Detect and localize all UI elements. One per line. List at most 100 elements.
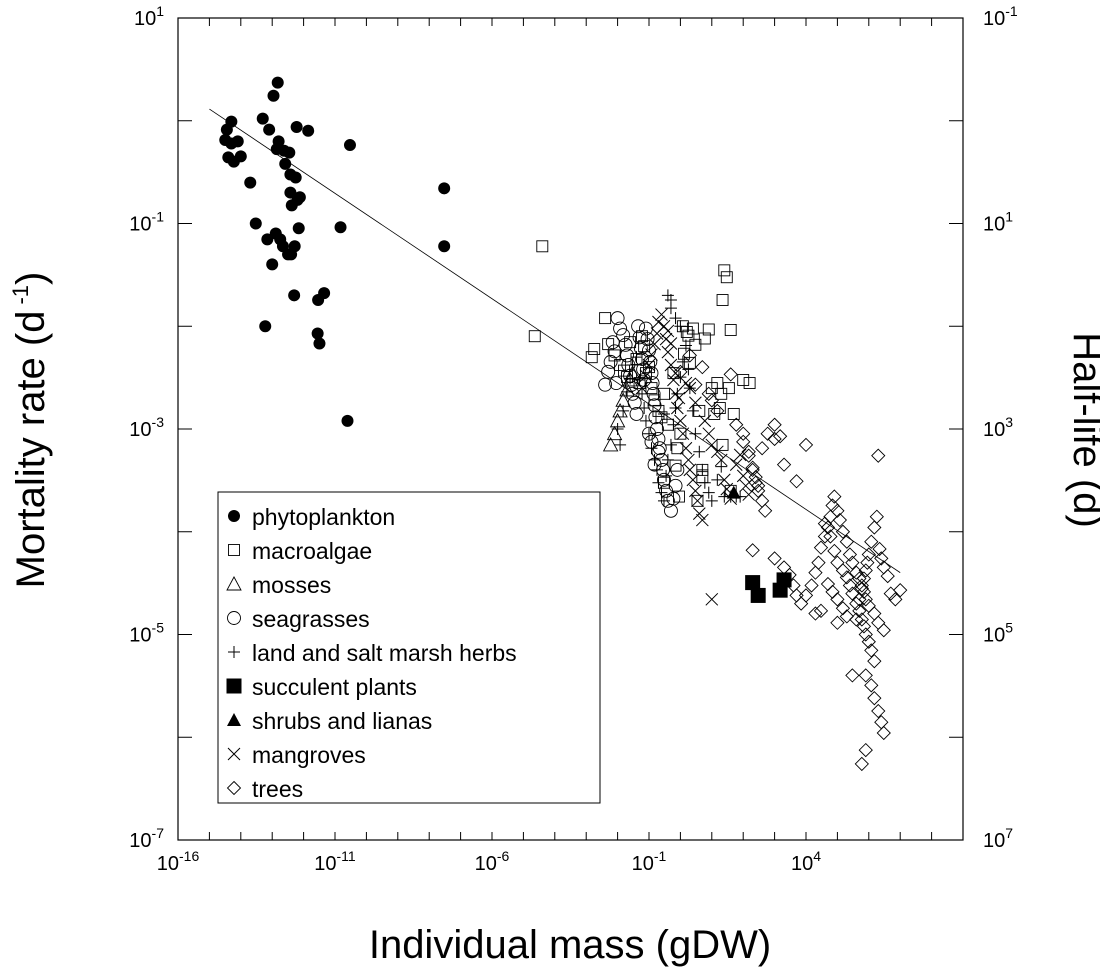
data-point <box>813 540 829 555</box>
data-point <box>858 668 873 683</box>
legend-item: land and salt marsh herbs <box>228 640 517 666</box>
data-point <box>720 271 733 284</box>
data-point <box>682 329 695 342</box>
data-point <box>733 448 747 462</box>
series-phytoplankton <box>219 76 451 427</box>
data-point <box>601 364 616 379</box>
data-point <box>711 473 724 486</box>
data-point <box>776 560 792 575</box>
data-point <box>825 584 840 599</box>
data-point <box>647 398 662 413</box>
data-point <box>754 441 770 456</box>
data-point <box>610 311 625 326</box>
data-point <box>614 438 627 451</box>
data-point <box>682 348 697 363</box>
regression-line <box>209 108 901 573</box>
data-point <box>657 472 671 487</box>
data-point <box>660 469 673 482</box>
data-point <box>701 386 716 401</box>
legend-label: trees <box>252 776 303 802</box>
data-point <box>852 603 867 618</box>
data-point <box>737 374 750 386</box>
data-point <box>302 124 315 137</box>
data-point <box>288 289 301 302</box>
data-point <box>876 725 891 741</box>
data-point <box>845 668 860 683</box>
data-point <box>727 408 740 420</box>
data-point <box>626 358 639 371</box>
y-axis-title-sup: -1 <box>8 285 33 305</box>
data-point <box>808 565 823 580</box>
data-point <box>588 343 601 355</box>
data-point <box>693 445 706 458</box>
data-point <box>244 176 257 189</box>
y-tick-label: 10-3 <box>129 414 164 441</box>
data-point <box>670 462 685 477</box>
legend-label: mangroves <box>252 742 366 768</box>
legend-label: seagrasses <box>252 606 370 632</box>
data-point <box>611 423 624 435</box>
data-point <box>283 146 296 159</box>
data-point <box>858 742 873 758</box>
data-point <box>874 551 889 566</box>
data-point <box>635 381 649 395</box>
data-point <box>671 387 684 400</box>
data-point <box>222 151 235 164</box>
tick-labels: 10-16 10-11 10-6 10-1 104 101 10-1 10-3 10-5 10-7… <box>129 3 1018 875</box>
data-point <box>861 634 876 649</box>
data-point <box>263 123 276 136</box>
data-point <box>716 438 729 451</box>
data-point <box>856 619 872 634</box>
data-point <box>729 417 744 432</box>
data-point <box>664 358 678 372</box>
data-point <box>835 601 851 616</box>
x-tick-label: 10-6 <box>475 848 510 875</box>
y2-tick-label: 101 <box>983 209 1013 236</box>
data-point <box>849 596 864 611</box>
data-point <box>334 221 347 234</box>
data-point <box>659 483 674 498</box>
series-seagrasses <box>598 311 685 518</box>
data-point <box>874 715 889 730</box>
data-point <box>729 458 743 471</box>
data-point <box>652 476 665 489</box>
data-point <box>798 437 814 453</box>
data-point <box>636 362 651 377</box>
data-point <box>664 438 677 451</box>
data-point <box>867 691 882 706</box>
data-point <box>772 429 788 444</box>
data-point <box>827 543 842 559</box>
x-tick-label: 104 <box>791 848 821 875</box>
data-point <box>820 576 836 592</box>
data-point <box>669 402 682 415</box>
data-point <box>599 312 612 325</box>
data-point <box>271 76 284 89</box>
data-point <box>856 584 872 599</box>
data-point <box>710 445 724 459</box>
data-point <box>858 627 873 642</box>
data-point <box>888 592 903 607</box>
data-point <box>613 321 628 336</box>
data-point <box>689 427 702 440</box>
data-point <box>648 337 661 351</box>
data-point <box>438 182 451 195</box>
data-point <box>692 507 706 521</box>
data-point <box>702 427 716 441</box>
legend-label: shrubs and lianas <box>252 708 432 734</box>
data-point <box>636 387 649 400</box>
data-point <box>861 547 876 562</box>
data-point <box>683 356 696 369</box>
legend-marker <box>228 646 240 658</box>
data-point <box>835 563 851 578</box>
legend-marker <box>227 747 241 761</box>
y-tick-label: 10-5 <box>129 620 164 647</box>
data-point <box>858 592 873 607</box>
data-point <box>717 473 731 487</box>
data-point <box>602 338 615 351</box>
data-point <box>871 615 886 630</box>
x-tick-label: 10-16 <box>157 848 200 875</box>
data-point <box>664 302 677 315</box>
data-point <box>272 135 285 148</box>
legend-frame <box>217 491 601 804</box>
data-point <box>668 478 683 493</box>
